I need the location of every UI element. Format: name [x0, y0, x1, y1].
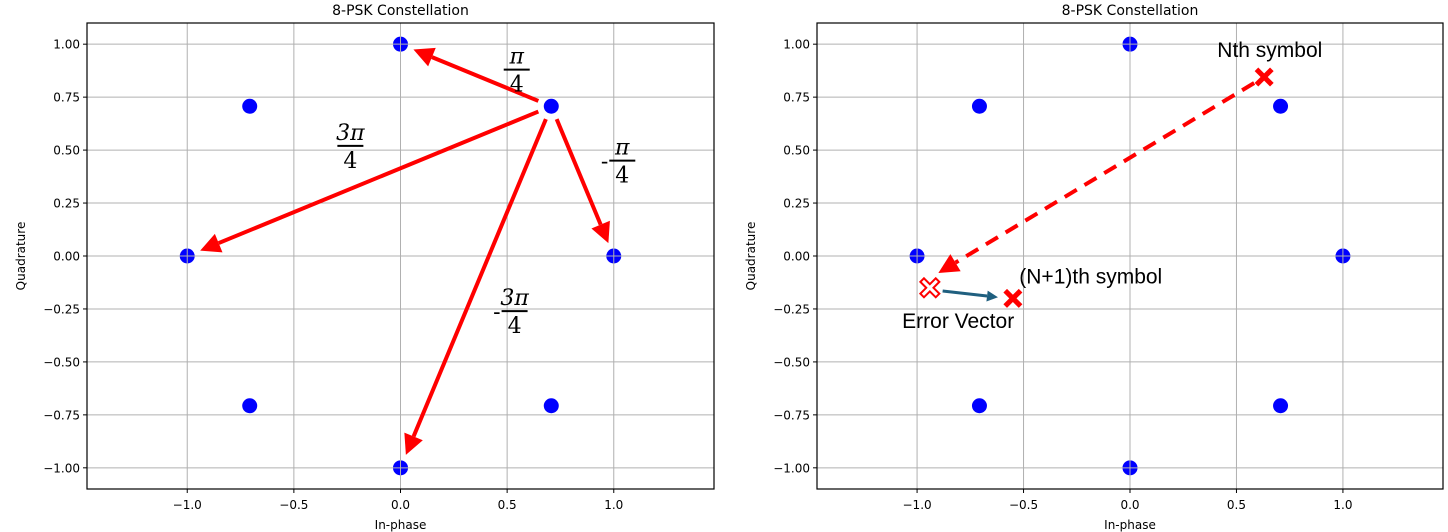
- angle-label-denominator: 4: [343, 149, 357, 174]
- annotation-label: Error Vector: [902, 310, 1014, 333]
- x-tick-label: 0.5: [498, 498, 517, 512]
- y-tick-label: 1.00: [53, 38, 80, 52]
- y-tick-label: 0.75: [783, 91, 810, 105]
- symbol-x-marker: [1003, 288, 1023, 308]
- phase-arrow: [217, 109, 540, 245]
- x-tick-label: 0.5: [1227, 498, 1246, 512]
- y-tick-label: −1.00: [43, 461, 80, 475]
- angle-label-numerator: 3π: [500, 286, 529, 311]
- x-tick-label: 0.0: [391, 498, 410, 512]
- x-tick-label: 1.0: [604, 498, 623, 512]
- x-tick-label: −1.0: [173, 498, 202, 512]
- y-tick-label: 0.75: [53, 91, 80, 105]
- y-tick-label: 1.00: [783, 38, 810, 52]
- arrow-head: [200, 233, 223, 253]
- dashed-arrow-head: [938, 254, 961, 273]
- y-tick-label: 0.50: [53, 144, 80, 158]
- angle-label-sign: -: [493, 300, 500, 325]
- angle-label-denominator: 4: [510, 73, 524, 98]
- y-tick-label: 0.00: [53, 250, 80, 264]
- x-tick-label: 1.0: [1333, 498, 1352, 512]
- x-axis-label: In-phase: [1104, 518, 1156, 532]
- right-constellation-plot: 8-PSK Constellation −1.0 −0.5 0.0 0.5 1.0 1.00…: [744, 3, 1444, 532]
- symbol-transition-arrow: [954, 81, 1256, 265]
- arrow-head: [591, 220, 610, 244]
- phase-arrow: [431, 55, 540, 103]
- y-tick-label: −0.50: [773, 355, 810, 369]
- annotation-label: Nth symbol: [1217, 39, 1322, 62]
- left-constellation-plot: 8-PSK Constellation −1.0 −0.5 0.0 0.5 1.0 1.00…: [14, 3, 715, 532]
- x-axis-label: In-phase: [375, 518, 427, 532]
- constellation-point: [543, 398, 559, 414]
- phase-arrow: [554, 118, 603, 226]
- y-axis-label: Quadrature: [744, 222, 758, 291]
- phase-arrow: [411, 118, 548, 438]
- angle-label-numerator: π: [614, 136, 630, 161]
- chart-title: 8-PSK Constellation: [332, 3, 469, 19]
- x-tick-label: −1.0: [903, 498, 932, 512]
- y-tick-label: 0.00: [783, 250, 810, 264]
- x-tick-label: 0.0: [1120, 498, 1139, 512]
- angle-label-denominator: 4: [508, 314, 522, 339]
- arrow-head: [413, 47, 436, 67]
- angle-label-numerator: π: [508, 45, 524, 70]
- y-tick-label: 0.25: [53, 197, 80, 211]
- y-tick-label: 0.25: [783, 197, 810, 211]
- y-tick-label: 0.50: [783, 144, 810, 158]
- hollow-x-marker: [918, 276, 941, 299]
- constellation-point: [971, 398, 987, 414]
- constellation-point: [971, 98, 987, 114]
- y-tick-label: −0.75: [43, 408, 80, 422]
- y-tick-label: −0.25: [773, 302, 810, 316]
- symbol-x-marker: [1254, 67, 1274, 87]
- y-tick-label: −0.25: [43, 302, 80, 316]
- constellation-point: [543, 98, 559, 114]
- constellation-point: [1273, 398, 1289, 414]
- angle-label-denominator: 4: [615, 164, 629, 189]
- angle-label-sign: -: [601, 150, 608, 175]
- arrow-head: [404, 432, 423, 455]
- x-tick-label: −0.5: [1009, 498, 1038, 512]
- error-vector: [942, 289, 988, 298]
- chart-title: 8-PSK Constellation: [1062, 3, 1199, 19]
- x-tick-label: −0.5: [279, 498, 308, 512]
- y-tick-label: −0.75: [773, 408, 810, 422]
- angle-label-numerator: 3π: [336, 121, 365, 146]
- constellation-point: [1273, 98, 1289, 114]
- annotation-label: (N+1)th symbol: [1019, 266, 1162, 289]
- error-vector-head: [986, 290, 998, 302]
- y-tick-label: −1.00: [773, 461, 810, 475]
- constellation-point: [242, 98, 258, 114]
- y-axis-label: Quadrature: [14, 222, 28, 291]
- y-tick-label: −0.50: [43, 355, 80, 369]
- constellation-point: [242, 398, 258, 414]
